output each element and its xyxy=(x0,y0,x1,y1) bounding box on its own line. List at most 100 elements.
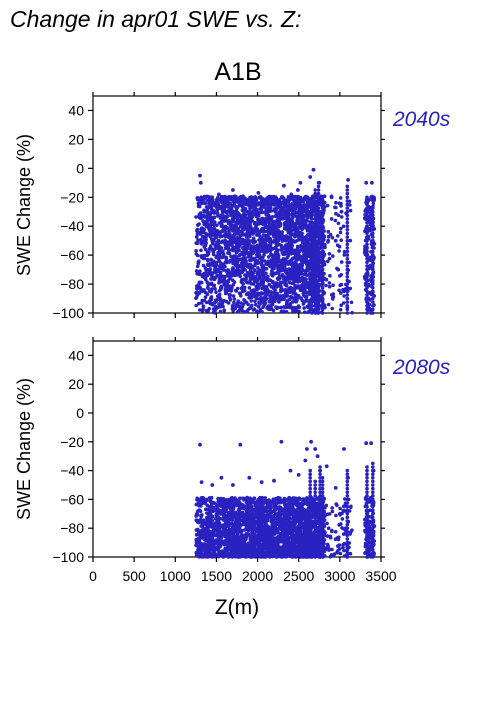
data-point xyxy=(345,311,350,315)
y-tick-label: −60 xyxy=(60,247,84,263)
data-point xyxy=(310,264,314,268)
data-point xyxy=(271,240,276,244)
data-point xyxy=(348,208,353,213)
data-point xyxy=(338,283,343,288)
data-point xyxy=(345,271,350,276)
data-point xyxy=(279,213,284,218)
data-point xyxy=(262,259,267,263)
data-point xyxy=(329,195,334,200)
data-point xyxy=(251,232,255,236)
data-point xyxy=(320,249,325,254)
data-point xyxy=(235,241,240,245)
data-point xyxy=(279,243,283,248)
data-point xyxy=(280,265,285,269)
data-point xyxy=(212,309,217,314)
data-point xyxy=(275,283,279,288)
data-point xyxy=(212,223,216,227)
data-point xyxy=(365,217,369,221)
data-point xyxy=(313,307,318,312)
data-point xyxy=(197,204,202,209)
data-point xyxy=(202,245,207,249)
data-point xyxy=(285,300,289,304)
data-point xyxy=(226,280,230,284)
data-point xyxy=(342,249,347,254)
data-point xyxy=(227,228,231,233)
data-point xyxy=(310,296,314,301)
data-point xyxy=(270,226,274,230)
data-point xyxy=(232,203,237,207)
data-point xyxy=(241,264,246,268)
data-point xyxy=(345,220,350,225)
data-point xyxy=(300,298,305,303)
data-point xyxy=(316,209,321,214)
data-point xyxy=(242,241,246,245)
data-point xyxy=(345,209,350,214)
data-point xyxy=(292,256,297,260)
data-point xyxy=(345,285,350,290)
data-point xyxy=(316,206,321,210)
data-point xyxy=(248,276,253,281)
data-point xyxy=(345,260,350,265)
data-point xyxy=(320,209,325,214)
data-point xyxy=(320,231,325,236)
data-point xyxy=(268,249,273,253)
data-point xyxy=(327,281,332,285)
data-point xyxy=(304,226,308,230)
data-point xyxy=(365,224,369,228)
data-point xyxy=(345,238,350,243)
data-point xyxy=(195,227,200,232)
data-point xyxy=(371,231,375,236)
data-point xyxy=(266,304,271,308)
data-point xyxy=(316,217,321,221)
data-point xyxy=(220,234,224,239)
data-point xyxy=(266,203,270,207)
data-point xyxy=(320,242,325,247)
data-point xyxy=(265,206,270,210)
data-point xyxy=(345,305,350,310)
scatter-points xyxy=(194,439,377,559)
data-point xyxy=(209,261,214,266)
data-point xyxy=(316,238,321,243)
data-point xyxy=(345,289,350,294)
data-point xyxy=(365,213,369,218)
data-point xyxy=(339,238,344,242)
data-point xyxy=(268,240,272,244)
data-point xyxy=(307,202,311,207)
data-point xyxy=(256,214,261,218)
data-point xyxy=(283,204,288,208)
data-point xyxy=(265,235,269,240)
data-point xyxy=(298,203,302,208)
data-point xyxy=(270,269,274,273)
data-point xyxy=(316,253,321,257)
data-point xyxy=(365,209,369,214)
figure-heading: Change in apr01 SWE vs. Z: xyxy=(10,6,301,32)
data-point xyxy=(233,228,237,232)
data-point xyxy=(292,289,297,293)
data-point xyxy=(329,217,334,221)
data-point xyxy=(241,282,245,286)
data-point xyxy=(254,223,259,227)
data-point xyxy=(310,246,314,250)
data-point xyxy=(371,206,375,210)
data-point xyxy=(268,205,273,210)
data-point xyxy=(259,270,264,274)
data-point xyxy=(313,296,318,301)
data-point xyxy=(230,244,234,248)
data-point xyxy=(240,277,244,282)
data-point xyxy=(287,251,292,255)
data-point xyxy=(208,212,213,216)
data-point xyxy=(276,260,281,264)
data-point xyxy=(241,498,246,502)
data-point xyxy=(263,210,268,214)
data-point xyxy=(313,293,318,297)
data-point xyxy=(326,526,331,530)
data-point xyxy=(284,284,289,288)
data-point xyxy=(251,308,256,312)
data-point xyxy=(371,213,375,218)
data-point xyxy=(260,259,264,263)
data-point xyxy=(273,203,277,207)
data-point xyxy=(202,271,206,276)
data-point xyxy=(313,217,318,221)
data-point xyxy=(259,299,264,304)
data-point xyxy=(265,247,270,251)
